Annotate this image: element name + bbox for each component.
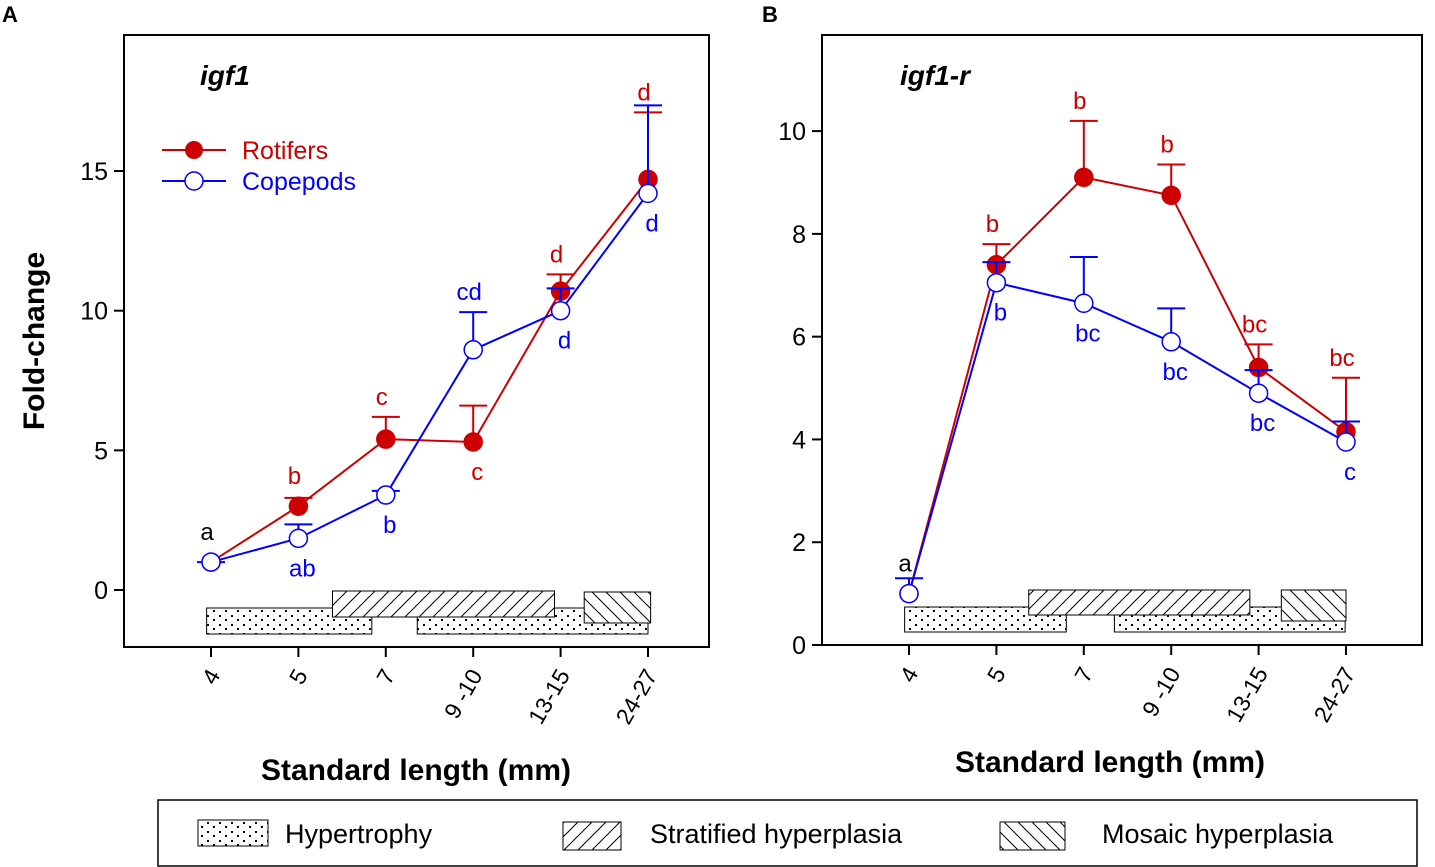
mosaic-swatch	[999, 821, 1066, 851]
data-point	[288, 496, 309, 516]
series-line	[908, 176, 1347, 594]
x-tick-label: 24-27	[1308, 663, 1360, 727]
significance-letter: cd	[457, 279, 482, 306]
legend-box	[157, 799, 1418, 867]
significance-letter: b	[383, 512, 396, 539]
significance-letter: bc	[1075, 320, 1100, 347]
significance-letter: ab	[289, 555, 316, 582]
significance-letter: bc	[1329, 345, 1354, 372]
significance-letter: d	[550, 241, 563, 268]
plot-frame	[123, 34, 710, 648]
x-tick-label: 5	[284, 665, 313, 689]
x-tick-label: 13-15	[523, 665, 575, 729]
x-tick-label: 5	[982, 663, 1011, 687]
significance-letter: bc	[1163, 359, 1188, 386]
significance-letter: b	[288, 463, 301, 490]
x-axis-title: Standard length (mm)	[261, 754, 571, 787]
significance-letter: a	[200, 519, 214, 546]
y-tick-label: 10	[80, 298, 108, 326]
x-axis-title: Standard length (mm)	[955, 746, 1265, 779]
series-line	[210, 178, 649, 563]
y-tick-label: 2	[792, 529, 806, 557]
data-point	[1074, 293, 1094, 314]
stratified-bar	[1028, 589, 1251, 616]
legend-marker-copepods	[184, 171, 204, 191]
data-point	[1074, 167, 1094, 188]
panel-label: B	[762, 2, 778, 27]
y-tick-label: 5	[94, 437, 108, 465]
stratified-swatch	[562, 821, 622, 851]
significance-letter: a	[898, 551, 912, 578]
x-tick-label: 13-15	[1221, 663, 1273, 727]
data-point	[463, 340, 483, 360]
x-tick-label: 9 -10	[1137, 663, 1186, 721]
data-point	[463, 432, 483, 452]
data-point	[376, 485, 396, 505]
hypertrophy-swatch	[197, 819, 269, 847]
significance-letter: b	[1161, 132, 1174, 159]
series-line	[908, 281, 1347, 594]
panel-title: igf1-r	[900, 60, 972, 91]
y-tick-label: 0	[94, 577, 108, 605]
x-tick-label: 4	[196, 664, 225, 688]
y-axis-title: Fold-change	[18, 252, 51, 430]
series-legend: Rotifers Copepods	[162, 137, 356, 196]
x-tick-label: 9 -10	[439, 665, 488, 723]
x-tick-label: 4	[894, 662, 923, 686]
data-point	[986, 272, 1007, 293]
significance-letter: bc	[1242, 311, 1267, 338]
data-point	[201, 552, 221, 572]
legend-marker-rotifers	[185, 141, 203, 159]
data-point	[1161, 185, 1181, 206]
data-point	[550, 300, 571, 321]
significance-letter: c	[1344, 459, 1356, 486]
y-tick-label: 0	[792, 632, 806, 660]
x-tick-label: 7	[1069, 663, 1098, 687]
series-copepods: b bc bc bc c	[895, 256, 1360, 604]
significance-letter: b	[994, 300, 1007, 327]
legend-label-rotifers: Rotifers	[242, 137, 328, 165]
series-line	[210, 192, 649, 564]
data-point	[1161, 332, 1181, 352]
significance-letter: c	[471, 459, 483, 486]
significance-letter: b	[1073, 88, 1086, 115]
data-point	[376, 429, 396, 449]
x-tick-label: 7	[371, 665, 400, 689]
panel-title: igf1	[200, 60, 250, 91]
significance-letter: c	[376, 384, 388, 411]
mosaic-bar	[583, 591, 652, 624]
y-tick-label: 8	[792, 221, 806, 249]
legend-label-copepods: Copepods	[242, 168, 356, 196]
y-tick-label: 4	[792, 426, 806, 454]
data-point	[638, 183, 658, 204]
legend-mosaic: Mosaic hyperplasia	[1102, 819, 1334, 849]
significance-letter: b	[986, 211, 999, 238]
panel-label: A	[2, 2, 18, 27]
significance-letter: d	[645, 210, 658, 237]
legend-hypertrophy: Hypertrophy	[285, 819, 433, 849]
significance-letter: d	[637, 79, 650, 106]
significance-letter: d	[558, 328, 571, 355]
legend-stratified: Stratified hyperplasia	[650, 819, 903, 849]
data-point	[1248, 383, 1269, 403]
y-tick-label: 6	[792, 324, 806, 352]
y-tick-label: 15	[80, 158, 108, 186]
mosaic-bar	[1280, 589, 1347, 622]
stratified-bar	[331, 590, 555, 618]
data-point	[899, 583, 919, 604]
data-point	[288, 528, 309, 549]
x-tick-label: 24-27	[610, 665, 662, 729]
significance-letter: bc	[1250, 410, 1275, 437]
data-point	[1336, 432, 1356, 452]
plot-frame	[821, 34, 1423, 646]
phase-legend: Hypertrophy Stratified hyperplasia Mosai…	[157, 799, 1418, 867]
y-tick-label: 10	[778, 118, 806, 146]
